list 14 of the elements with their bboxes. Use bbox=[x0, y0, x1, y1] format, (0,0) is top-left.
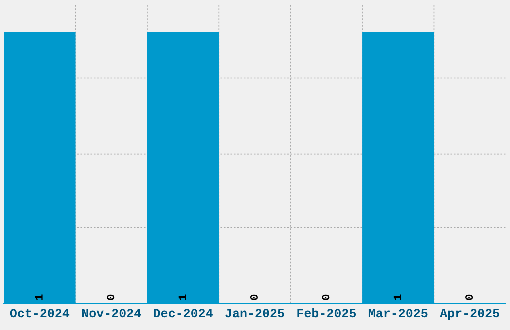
data-label: 1 bbox=[394, 294, 402, 300]
data-label: 0 bbox=[250, 294, 258, 300]
x-tick-label: Dec-2024 bbox=[154, 309, 213, 318]
data-label: 1 bbox=[35, 294, 43, 300]
x-tick-label: Apr-2025 bbox=[440, 309, 500, 320]
x-tick-label: Jan-2025 bbox=[226, 309, 284, 318]
data-label: 0 bbox=[322, 294, 330, 300]
x-tick-label: Mar-2025 bbox=[368, 309, 428, 318]
data-label: 1 bbox=[178, 294, 186, 300]
x-tick-label: Oct-2024 bbox=[10, 309, 70, 318]
x-tick-label: Feb-2025 bbox=[298, 308, 356, 318]
data-label: 0 bbox=[107, 294, 115, 300]
data-label: 0 bbox=[466, 294, 474, 300]
x-tick-label: Nov-2024 bbox=[82, 309, 142, 318]
